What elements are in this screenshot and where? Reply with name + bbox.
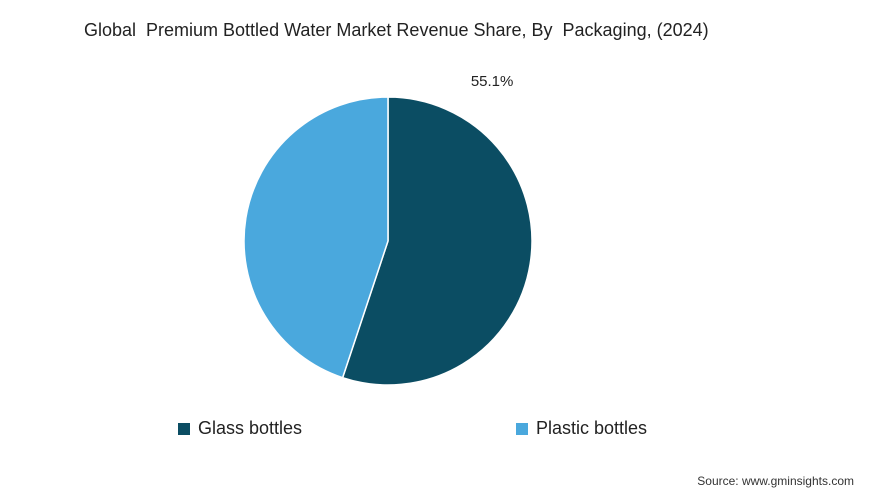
source-note: Source: www.gminsights.com: [697, 474, 854, 488]
pie-chart: 55.1%: [243, 73, 533, 386]
legend-label-plastic: Plastic bottles: [536, 418, 648, 438]
legend-swatch-glass: [178, 422, 190, 435]
chart-title: Global Premium Bottled Water Market Reve…: [84, 20, 709, 40]
legend-item-glass[interactable]: Glass bottles: [178, 418, 302, 439]
pie-slice-plastic-bottles: [243, 96, 389, 379]
legend-label-glass: Glass bottles: [198, 418, 303, 438]
legend-swatch-plastic: [516, 422, 528, 435]
chart-legend: Glass bottles Plastic bottles: [0, 418, 870, 442]
pie-slice-glass-bottles: [341, 96, 533, 386]
legend-item-plastic[interactable]: Plastic bottles: [516, 418, 647, 439]
pie-data-label-glass-bottles: 55.1%: [471, 73, 514, 90]
pie-slices: [243, 96, 533, 386]
pie-labels: 55.1%: [471, 73, 514, 90]
